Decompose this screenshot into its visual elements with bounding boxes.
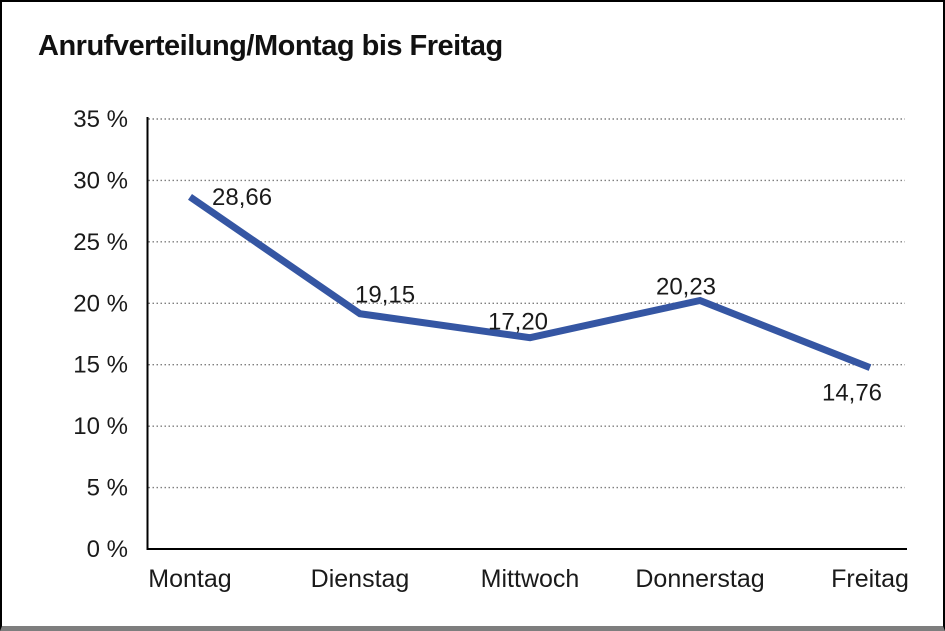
x-axis-category-label: Montag xyxy=(148,565,231,593)
data-point-label: 17,20 xyxy=(488,309,548,336)
data-point-label: 19,15 xyxy=(355,282,415,309)
y-axis-tick-label: 25 % xyxy=(73,229,128,256)
data-series-line xyxy=(188,194,872,371)
y-axis-tick-label: 35 % xyxy=(73,106,128,133)
data-point-label: 14,76 xyxy=(822,380,882,407)
x-axis-category-label: Donnerstag xyxy=(635,565,764,593)
y-axis-tick-label: 20 % xyxy=(73,290,128,317)
x-axis-category-label: Dienstag xyxy=(311,565,410,593)
y-axis-tick-label: 0 % xyxy=(87,536,128,563)
data-point-label: 20,23 xyxy=(656,273,716,300)
y-axis-tick-label: 30 % xyxy=(73,167,128,194)
x-axis-category-label: Mittwoch xyxy=(481,565,580,593)
x-axis-category-label: Freitag xyxy=(831,565,909,593)
y-axis-tick-label: 5 % xyxy=(87,475,128,502)
y-axis-tick-label: 10 % xyxy=(73,413,128,440)
chart-title: Anrufverteilung/Montag bis Freitag xyxy=(38,30,503,62)
y-axis-tick-label: 15 % xyxy=(73,352,128,379)
data-point-label: 28,66 xyxy=(212,184,272,211)
